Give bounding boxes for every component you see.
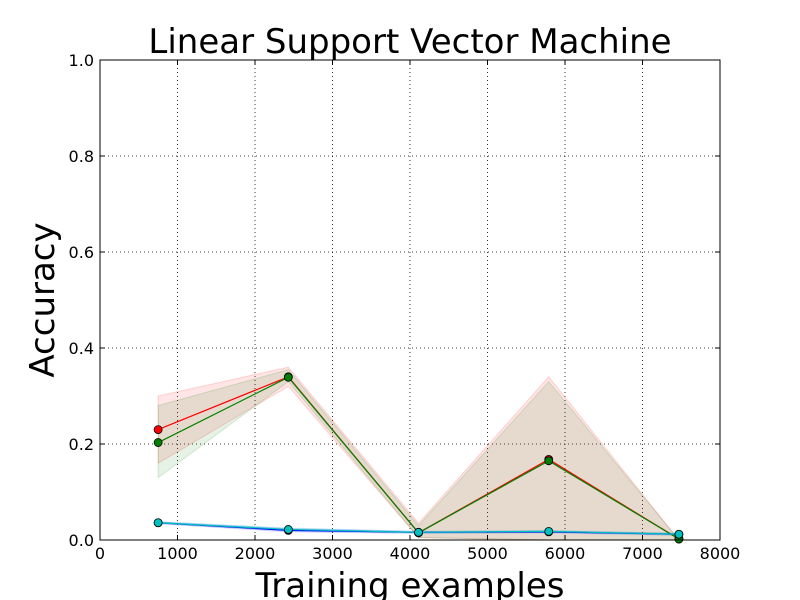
x-tick-label: 0	[95, 544, 105, 563]
chart-title: Linear Support Vector Machine	[148, 22, 671, 62]
x-tick-label: 5000	[467, 544, 508, 563]
series-1-point	[544, 456, 554, 466]
x-tick-label: 2000	[235, 544, 276, 563]
x-tick-label: 8000	[700, 544, 741, 563]
x-axis-ticks: 0 1000 2000 3000 4000 5000 6000 7000 8000	[95, 60, 740, 563]
series-1-point	[283, 372, 293, 382]
y-axis-label: Accuracy	[23, 222, 63, 377]
series-3-point	[283, 525, 293, 534]
y-tick-label: 0.0	[69, 531, 94, 550]
series-3-point	[674, 529, 684, 539]
y-tick-label: 0.4	[69, 339, 94, 358]
x-tick-label: 1000	[157, 544, 198, 563]
y-tick-label: 1.0	[69, 51, 94, 70]
y-tick-label: 0.6	[69, 243, 94, 262]
series-0-point	[153, 425, 163, 435]
y-tick-label: 0.8	[69, 147, 94, 166]
x-tick-label: 4000	[390, 544, 431, 563]
series-3-point	[414, 527, 423, 537]
confidence-bands	[157, 366, 680, 541]
series-3-point	[544, 526, 554, 536]
y-tick-label: 0.2	[69, 435, 94, 454]
series-3-point	[153, 518, 163, 528]
x-tick-label: 3000	[312, 544, 353, 563]
series-1-band	[157, 369, 680, 541]
series-markers	[153, 372, 684, 544]
x-tick-label: 6000	[545, 544, 586, 563]
x-axis-label: Training examples	[254, 566, 564, 600]
x-tick-label: 7000	[622, 544, 663, 563]
series-1-point	[153, 438, 163, 447]
grid	[100, 60, 720, 540]
y-axis-ticks: 0.0 0.2 0.4 0.6 0.8 1.0	[69, 51, 720, 550]
